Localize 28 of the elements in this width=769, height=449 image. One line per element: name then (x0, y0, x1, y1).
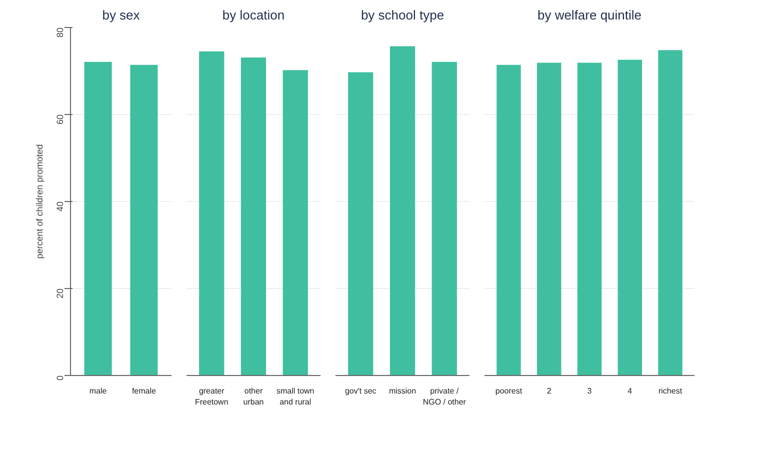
chart-title: by welfare quintile (537, 8, 642, 22)
y-tick-label: 40 (55, 201, 65, 212)
x-tick-label: 2 (546, 386, 552, 396)
bar (618, 60, 642, 376)
bar (658, 50, 682, 376)
x-tick-label: mission (388, 386, 416, 396)
x-tick-label: gov't sec (344, 386, 376, 396)
bar (537, 62, 562, 376)
x-tick-label: richest (658, 386, 683, 396)
y-tick-label: 60 (55, 114, 65, 125)
x-tick-label: female (132, 386, 157, 396)
x-tick-label: poorest (495, 386, 523, 396)
x-tick-label: 3 (587, 386, 592, 396)
y-tick-label: 20 (55, 288, 65, 299)
chart-title: by sex (102, 8, 140, 22)
y-tick-label: 80 (55, 27, 65, 38)
x-tick-label: private / NGO / other (422, 386, 466, 406)
chart-title: by school type (360, 8, 444, 22)
x-tick-label: 4 (628, 386, 633, 396)
bar (577, 62, 602, 376)
chart-title: by location (222, 8, 285, 22)
x-tick-label: greater Freetown (194, 386, 228, 406)
x-tick-label: male (89, 386, 108, 396)
x-tick-label: small town and rural (276, 386, 314, 406)
bar (496, 64, 521, 376)
x-tick-label: other urban (243, 386, 264, 406)
y-tick-label: 0 (55, 375, 65, 381)
y-axis-title: percent of children promoted (34, 144, 44, 259)
